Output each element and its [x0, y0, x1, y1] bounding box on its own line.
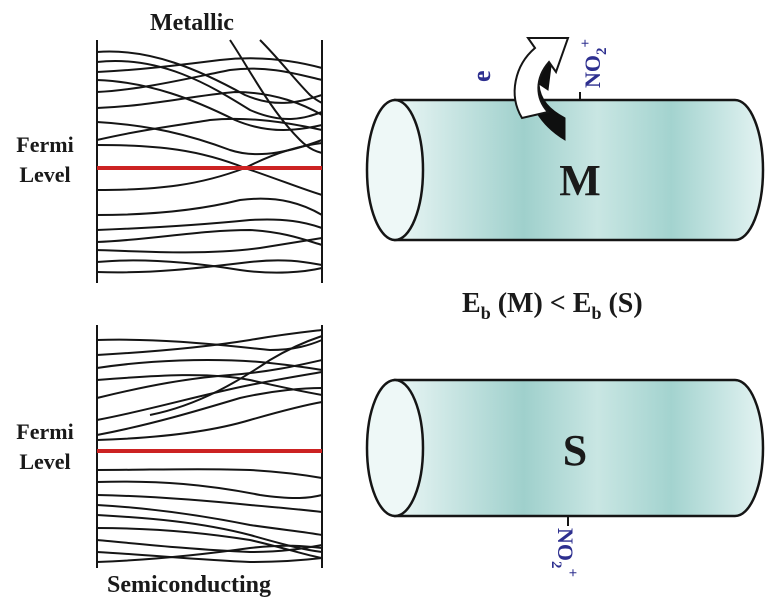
eb-arg-left: (M)	[497, 288, 543, 319]
adsorbate-sup: +	[564, 569, 580, 578]
adsorbate-sup: +	[578, 39, 594, 48]
eb-sub-left: b	[480, 303, 491, 323]
adsorbate-no2-bottom: NO2+	[548, 528, 580, 577]
band-line	[96, 329, 323, 356]
adsorbate-base: NO	[580, 55, 605, 88]
band-line	[96, 338, 323, 352]
fermi-label-line2: Level	[19, 162, 71, 187]
fermi-label-line1: Fermi	[16, 419, 74, 444]
electron-label: e	[467, 70, 496, 82]
band-line	[96, 387, 323, 436]
band-line	[96, 237, 323, 254]
band-line	[96, 551, 323, 564]
metallic-band-structure	[96, 39, 323, 283]
fermi-label-line1: Fermi	[16, 132, 74, 157]
semiconducting-title: Semiconducting	[107, 572, 272, 598]
fermi-level-label-bottom: Fermi Level	[0, 417, 90, 477]
band-line	[96, 197, 323, 216]
band-line	[96, 218, 323, 231]
band-line	[96, 259, 323, 274]
band-line	[96, 359, 323, 371]
svg-text:NO2+: NO2+	[578, 39, 610, 88]
fermi-level-label-top: Fermi Level	[0, 130, 90, 190]
eb-symbol-left: E	[462, 288, 481, 319]
adsorbate-no2-top: NO2+	[578, 39, 610, 88]
eb-sub-right: b	[591, 303, 602, 323]
semiconducting-nanotube: S NO2+	[365, 378, 765, 577]
band-line	[229, 39, 323, 154]
eb-symbol-right: E	[572, 288, 592, 319]
band-line	[96, 359, 323, 399]
band-line	[149, 335, 323, 416]
tube-body	[393, 98, 765, 242]
band-line	[96, 527, 323, 559]
arrow-outline	[513, 37, 570, 120]
fermi-label-line2: Level	[19, 449, 71, 474]
band-line	[259, 39, 323, 104]
metallic-bands	[96, 39, 323, 274]
band-line	[96, 259, 323, 274]
band-line	[96, 117, 323, 141]
binding-energy-comparison: Eb (M) < Eb (S)	[462, 288, 643, 323]
band-line	[96, 67, 323, 93]
band-line	[96, 539, 323, 554]
band-line	[96, 401, 323, 441]
semiconducting-band-structure	[96, 325, 323, 568]
svg-text:NO2+: NO2+	[548, 528, 580, 577]
adsorbate-sub: 2	[548, 561, 564, 569]
eb-arg-right: (S)	[608, 288, 643, 319]
band-line	[96, 228, 323, 246]
band-line	[96, 371, 323, 421]
tube-body	[393, 378, 765, 518]
semiconducting-bands	[96, 329, 323, 564]
metallic-title: Metallic	[150, 10, 234, 36]
adsorbate-sub: 2	[594, 48, 610, 56]
tube-end-cap	[365, 378, 425, 518]
band-line	[96, 480, 323, 499]
metallic-nanotube: M e NO2+	[365, 37, 765, 242]
band-line	[96, 57, 323, 73]
tube-end-cap	[365, 98, 425, 242]
band-line	[96, 494, 323, 513]
tube-label: M	[559, 156, 601, 205]
band-line	[96, 90, 323, 116]
relation-symbol: <	[549, 288, 566, 319]
band-line	[96, 544, 323, 563]
band-line	[96, 60, 323, 120]
band-line	[96, 468, 323, 479]
adsorbate-base: NO	[553, 528, 578, 561]
band-line	[96, 504, 323, 536]
tube-label: S	[563, 426, 587, 475]
band-line	[96, 79, 323, 131]
